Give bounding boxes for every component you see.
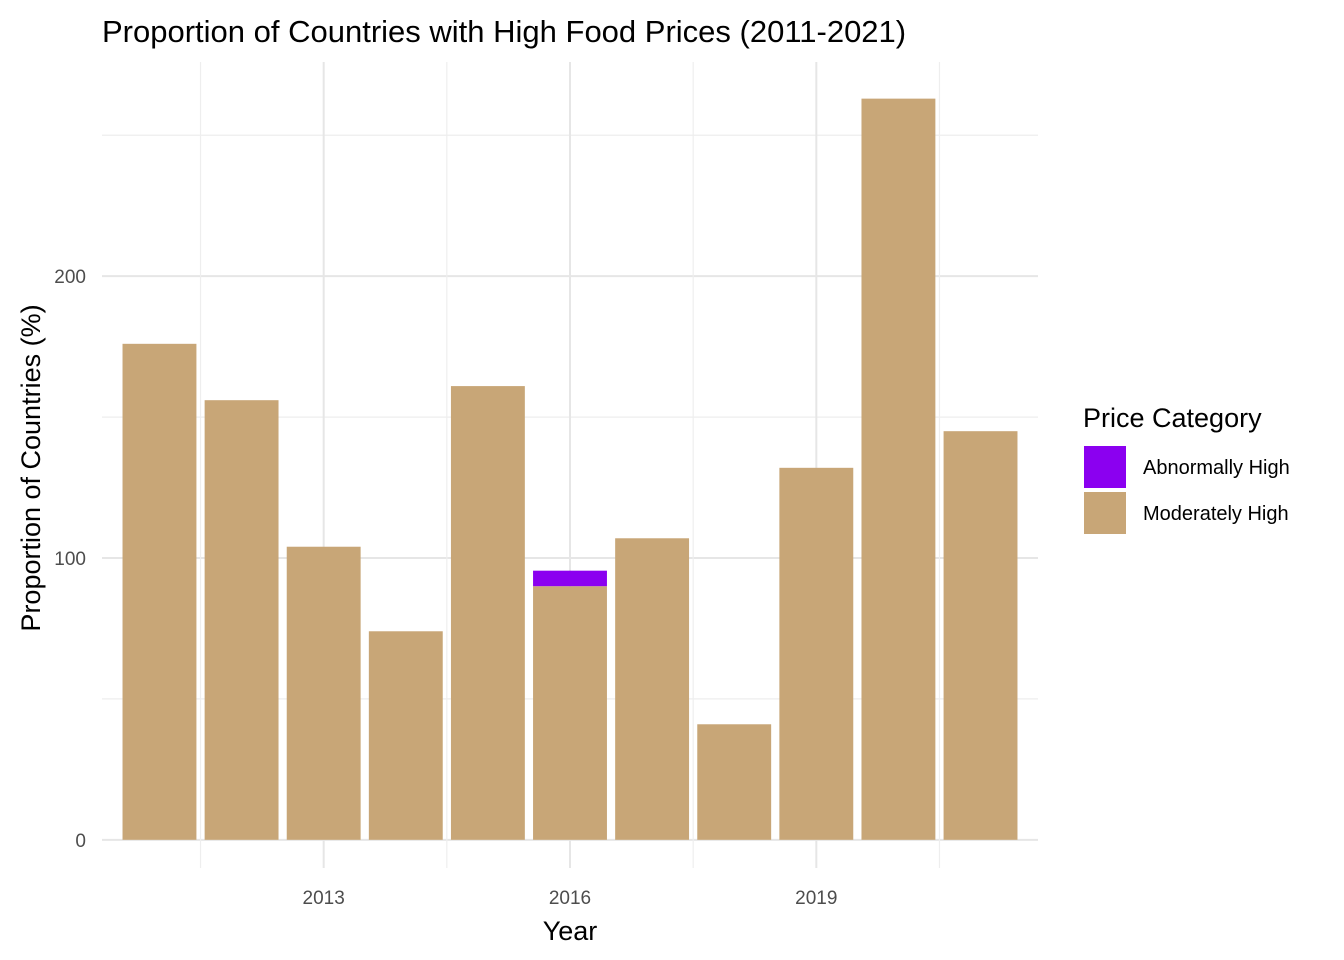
- bar-moderately-high-2012: [204, 400, 279, 840]
- bar-moderately-high-2017: [615, 538, 690, 840]
- legend-title: Price Category: [1083, 403, 1262, 433]
- x-axis-title: Year: [543, 916, 598, 946]
- y-tick-label: 200: [54, 267, 86, 288]
- bar-moderately-high-2015: [450, 386, 525, 840]
- bar-moderately-high-2018: [697, 724, 772, 840]
- bar-moderately-high-2020: [861, 98, 936, 840]
- y-tick-label: 100: [54, 549, 86, 570]
- y-axis-title: Proportion of Countries (%): [16, 304, 46, 631]
- x-tick-label: 2019: [795, 888, 837, 909]
- bar-moderately-high-2011: [122, 343, 197, 840]
- ticks: 0 100 200 2013 2016 2019: [54, 267, 837, 909]
- legend-label-moderately-high: Moderately High: [1143, 503, 1289, 525]
- bar-moderately-high-2019: [779, 467, 854, 840]
- x-tick-label: 2013: [303, 888, 345, 909]
- x-tick-label: 2016: [549, 888, 591, 909]
- legend: Price Category Abnormally High Moderately…: [1083, 403, 1290, 534]
- bar-abnormally-high-2016: [533, 570, 607, 587]
- bar-moderately-high-2013: [286, 546, 361, 840]
- legend-label-abnormally-high: Abnormally High: [1143, 457, 1290, 479]
- y-tick-label: 0: [75, 831, 86, 852]
- chart-title: Proportion of Countries with High Food P…: [102, 14, 906, 49]
- bar-moderately-high-2014: [368, 631, 443, 840]
- legend-swatch-moderately-high: [1084, 492, 1126, 534]
- bar-moderately-high-2021: [943, 431, 1018, 840]
- bars: [122, 98, 1018, 840]
- legend-swatch-abnormally-high: [1084, 446, 1126, 488]
- bar-moderately-high-2016: [533, 586, 607, 840]
